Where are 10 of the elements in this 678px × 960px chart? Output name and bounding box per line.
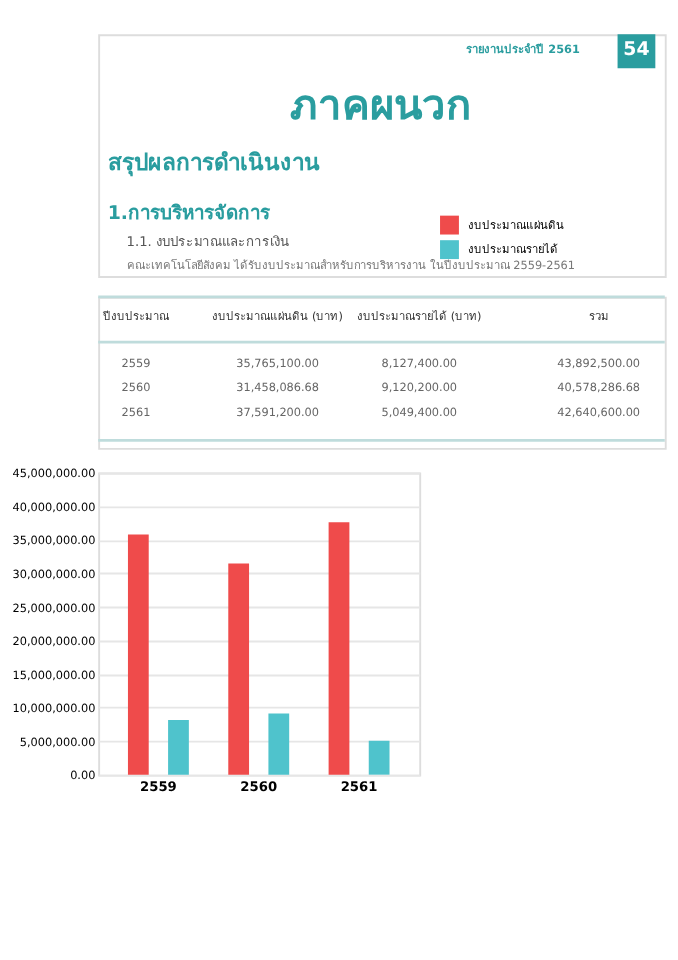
text: 54 [623, 39, 651, 62]
bar [268, 713, 290, 775]
bar [328, 522, 350, 775]
bar [127, 534, 149, 775]
chart-subtitle: สรุปผลการดำเนินงาน [107, 148, 320, 179]
chart-title: ภาคผนวก [290, 81, 473, 130]
text: 1.การบริหารจัดการ [107, 203, 272, 226]
bar [228, 563, 250, 775]
bar [168, 720, 189, 775]
bar [368, 740, 390, 775]
